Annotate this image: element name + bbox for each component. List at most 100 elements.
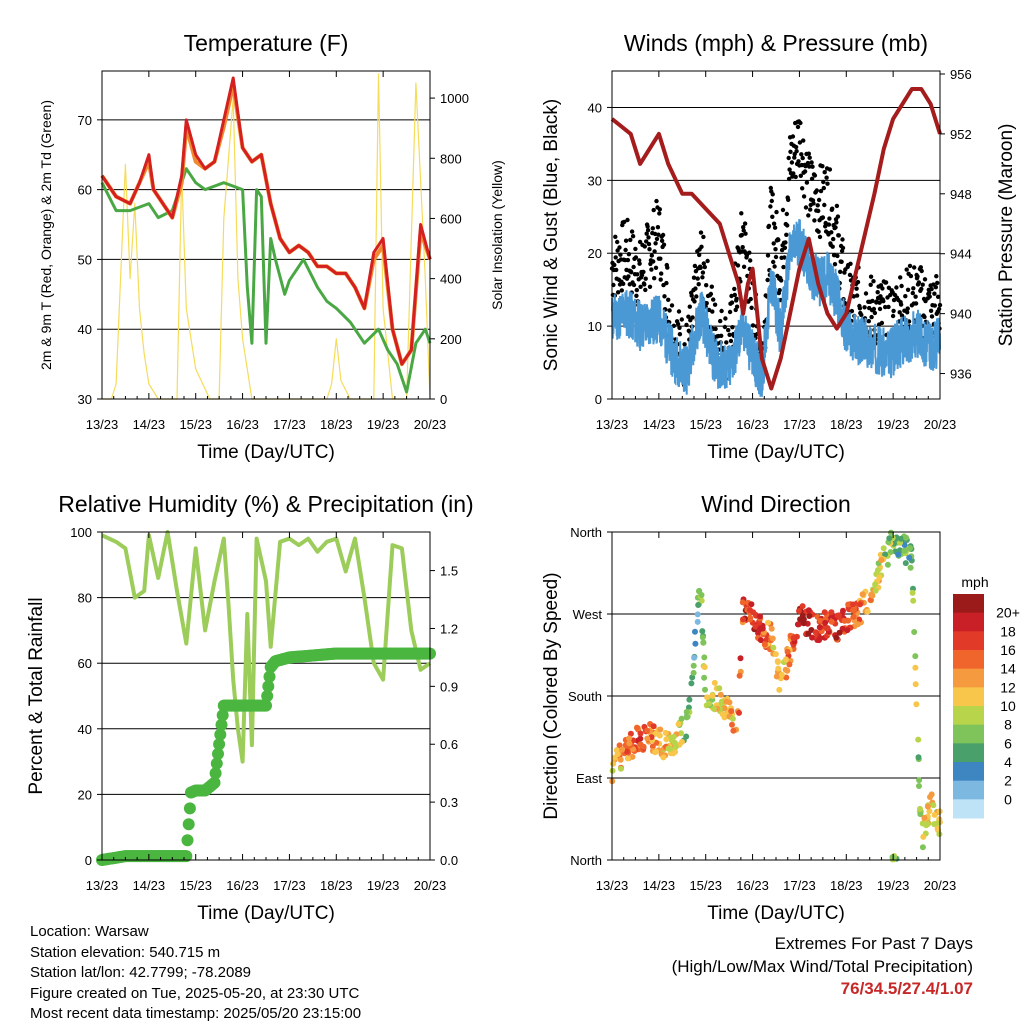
direction-point	[667, 745, 674, 752]
direction-point	[936, 831, 943, 838]
gust-point	[748, 296, 753, 302]
direction-point	[774, 659, 781, 665]
direction-point	[702, 686, 708, 693]
speed-colorbar: mph 20+ 18 16 14 12 10 8 6 4 2 0	[953, 574, 1020, 819]
series-pressure	[610, 87, 942, 391]
gust-point	[765, 277, 770, 283]
colorbar-swatch	[953, 706, 984, 726]
direction-point	[805, 607, 812, 614]
gust-point	[621, 281, 626, 286]
gust-point	[638, 284, 643, 289]
direction-point	[784, 667, 791, 674]
gust-point	[782, 245, 788, 250]
direction-point	[776, 686, 783, 693]
gust-point	[877, 300, 882, 305]
gust-point	[679, 317, 684, 322]
data-layer	[100, 73, 432, 400]
gust-point	[657, 211, 662, 216]
gust-point	[661, 242, 667, 247]
y2-axis-label: Station Pressure (Maroon)	[996, 124, 1017, 347]
gust-point	[654, 198, 659, 204]
y-tick-label: 20	[78, 787, 92, 802]
gust-point	[871, 279, 876, 284]
location-text: Location: Warsaw	[30, 923, 149, 940]
gust-point	[810, 164, 815, 169]
gust-point	[784, 211, 789, 217]
direction-point	[901, 547, 908, 554]
gust-point	[795, 124, 801, 130]
direction-point	[917, 805, 923, 812]
gust-point	[800, 155, 805, 161]
x-tick-label: 15/23	[179, 878, 212, 893]
gust-point	[898, 275, 903, 280]
gust-point	[910, 290, 915, 296]
gust-point	[664, 280, 669, 286]
direction-point	[856, 616, 863, 623]
direction-point	[623, 748, 630, 755]
y-tick-label: North	[570, 525, 602, 540]
direction-point	[821, 609, 828, 616]
direction-point	[637, 730, 644, 737]
direction-point	[809, 634, 816, 641]
gust-point	[780, 207, 786, 213]
direction-point	[886, 535, 893, 542]
direction-point	[796, 608, 802, 614]
gust-point	[785, 223, 790, 228]
direction-point	[912, 681, 919, 688]
direction-point	[671, 739, 678, 746]
direction-point	[872, 587, 879, 594]
gust-point	[886, 285, 892, 290]
direction-point	[683, 709, 690, 715]
gust-point	[769, 198, 774, 204]
gust-point	[642, 244, 647, 249]
gust-point	[854, 286, 859, 291]
direction-point	[903, 534, 910, 541]
direction-point	[649, 743, 656, 750]
gust-point	[821, 179, 826, 185]
gust-point	[787, 167, 792, 172]
precip-point	[260, 699, 272, 712]
extremes-subtitle: (High/Low/Max Wind/Total Precipitation)	[671, 956, 973, 976]
gust-point	[741, 225, 746, 230]
gust-point	[797, 140, 803, 145]
direction-point	[617, 756, 624, 763]
gust-point	[831, 253, 837, 258]
gust-point	[808, 207, 813, 212]
gust-point	[908, 273, 914, 279]
gust-point	[654, 236, 660, 242]
gust-point	[659, 238, 665, 243]
direction-point	[926, 808, 933, 815]
gust-point	[816, 208, 821, 214]
direction-point	[691, 654, 698, 661]
direction-point	[729, 721, 735, 728]
gust-point	[748, 258, 753, 263]
colorbar-swatch	[953, 780, 984, 800]
gust-point	[691, 275, 697, 280]
gust-point	[847, 272, 853, 278]
gust-point	[816, 197, 822, 203]
colorbar-swatch	[953, 668, 984, 688]
gust-point	[657, 207, 662, 212]
series-temp-2m	[100, 76, 432, 366]
gust-point	[662, 294, 667, 299]
gust-point	[646, 241, 652, 247]
direction-point	[778, 671, 785, 678]
gust-point	[791, 171, 796, 176]
x-tick-label: 19/23	[367, 878, 400, 893]
x-axis-label: Time (Day/UTC)	[197, 903, 335, 924]
y2-tick-label: 0.6	[440, 737, 458, 752]
direction-point	[783, 674, 790, 681]
gust-point	[919, 286, 924, 292]
gust-point	[653, 265, 659, 270]
gust-point	[652, 276, 657, 281]
direction-point	[845, 601, 852, 608]
colorbar-label: 14	[1000, 661, 1016, 677]
gust-point	[682, 342, 687, 347]
direction-point	[644, 735, 651, 742]
direction-point	[919, 820, 926, 827]
gust-point	[899, 313, 905, 318]
direction-point	[657, 726, 664, 733]
x-tick-label: 18/23	[320, 878, 353, 893]
gust-point	[919, 268, 924, 274]
colorbar-swatch	[953, 612, 984, 632]
